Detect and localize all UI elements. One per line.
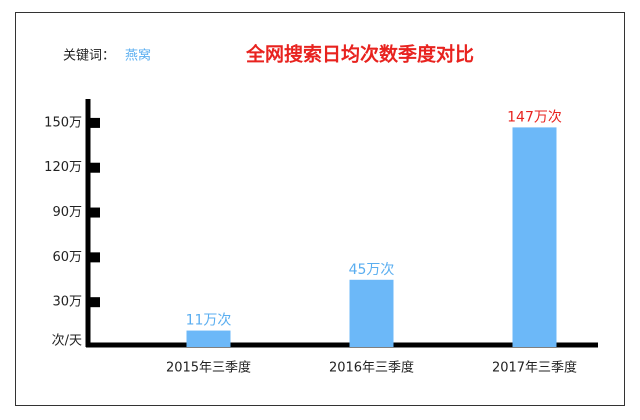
keyword: 燕窝 [125,48,151,64]
x-tick-label: 2015年三季度 [166,360,251,376]
bar [186,330,231,347]
y-tick-label: 120万 [44,160,82,175]
y-tick-label: 150万 [44,115,82,130]
keyword-label: 关键词： [63,49,115,64]
bar [512,127,557,348]
value-label: 11万次 [186,313,232,329]
tick-mark [90,162,100,173]
tick-mark [90,297,100,308]
tick-mark [90,252,100,263]
x-tick-label: 2017年三季度 [492,360,577,376]
y-tick-label: 30万 [52,295,82,310]
tick-mark [90,117,100,128]
y-tick-label: 60万 [52,250,82,265]
chart-title: 全网搜索日均次数季度对比 [245,43,474,66]
tick-mark [90,207,100,218]
value-label: 45万次 [349,262,395,278]
y-tick-label: 90万 [52,205,82,220]
bar [349,279,394,347]
y-tick-label: 次/天 [52,333,82,349]
frame [15,12,625,406]
x-tick-label: 2016年三季度 [329,360,414,376]
value-label: 147万次 [507,109,562,125]
